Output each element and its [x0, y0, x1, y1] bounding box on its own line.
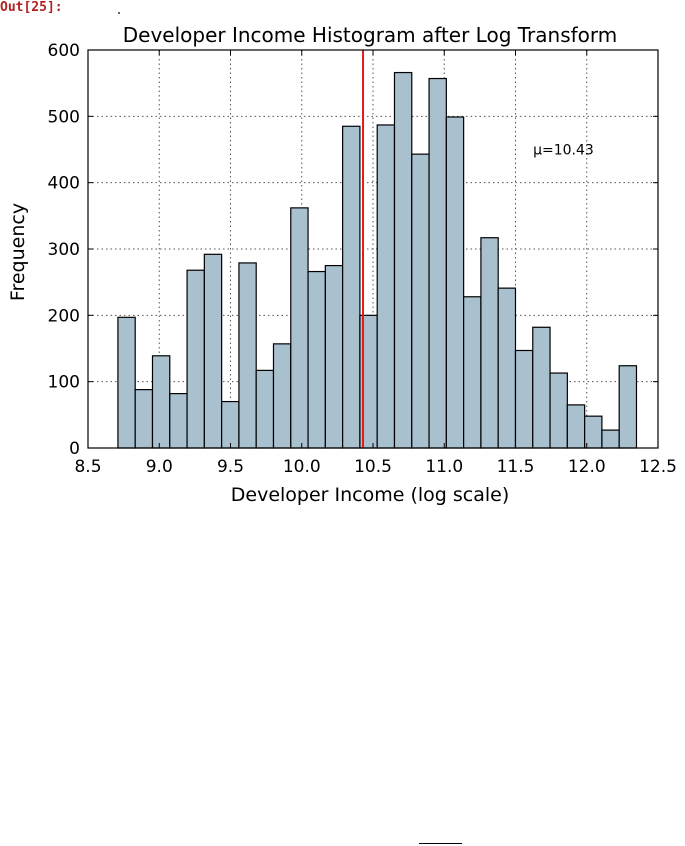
histogram-bar	[463, 296, 482, 449]
x-tick-label: 11.5	[497, 457, 535, 477]
y-axis-label: Frequency	[7, 203, 29, 301]
histogram-bar	[117, 316, 136, 449]
y-tick-label: 300	[48, 240, 80, 260]
histogram-bar	[324, 264, 344, 449]
y-tick-label: 600	[48, 41, 80, 61]
y-tick-label: 500	[48, 107, 80, 127]
axis-ticks: 8.5 9.0 9.5 10.0 10.5 11.0 11.5 12.0 12.5 0 100 200…	[48, 41, 677, 477]
histogram-bars	[117, 71, 638, 449]
histogram-bar	[445, 116, 465, 449]
x-tick-label: 9.0	[146, 457, 173, 477]
footer-rule	[419, 843, 462, 844]
x-tick-label: 11.0	[425, 457, 463, 477]
histogram-bar	[307, 270, 326, 449]
histogram-bar	[134, 389, 154, 449]
x-tick-label: 8.5	[74, 457, 101, 477]
histogram-bar	[601, 429, 620, 449]
histogram-bar	[393, 71, 413, 449]
y-tick-label: 0	[69, 439, 80, 459]
x-tick-label: 12.5	[639, 457, 677, 477]
histogram-bar	[186, 269, 205, 449]
mean-annotation: μ=10.43	[533, 143, 594, 159]
histogram-bar	[618, 365, 638, 449]
x-axis-label: Developer Income (log scale)	[231, 484, 510, 506]
x-tick-label: 12.0	[568, 457, 606, 477]
histogram-bar	[497, 287, 517, 449]
x-tick-label: 10.0	[283, 457, 321, 477]
chart-title: Developer Income Histogram after Log Tra…	[123, 23, 618, 47]
histogram-bar	[203, 253, 223, 449]
cell-output-prompt: Out[25]:	[0, 0, 63, 15]
histogram-bar	[411, 153, 430, 449]
histogram-bar	[272, 343, 292, 449]
histogram-bar	[566, 404, 586, 449]
histogram-bar	[514, 349, 534, 449]
y-tick-label: 200	[48, 306, 80, 326]
y-tick-label: 100	[48, 373, 80, 393]
histogram-bar	[480, 237, 499, 449]
histogram-bar	[290, 207, 309, 449]
y-tick-label: 400	[48, 174, 80, 194]
histogram-bar	[169, 393, 188, 449]
stray-dot	[118, 12, 120, 14]
histogram-bar	[532, 326, 551, 449]
histogram-bar	[342, 125, 361, 449]
x-tick-label: 10.5	[354, 457, 392, 477]
histogram-bar	[376, 124, 396, 449]
histogram-bar	[255, 369, 275, 449]
histogram-bar	[428, 77, 447, 449]
histogram-bar	[238, 262, 257, 449]
histogram-bar	[221, 400, 240, 449]
x-tick-label: 9.5	[217, 457, 244, 477]
histogram-bar	[549, 372, 568, 449]
histogram-bar	[151, 355, 171, 449]
